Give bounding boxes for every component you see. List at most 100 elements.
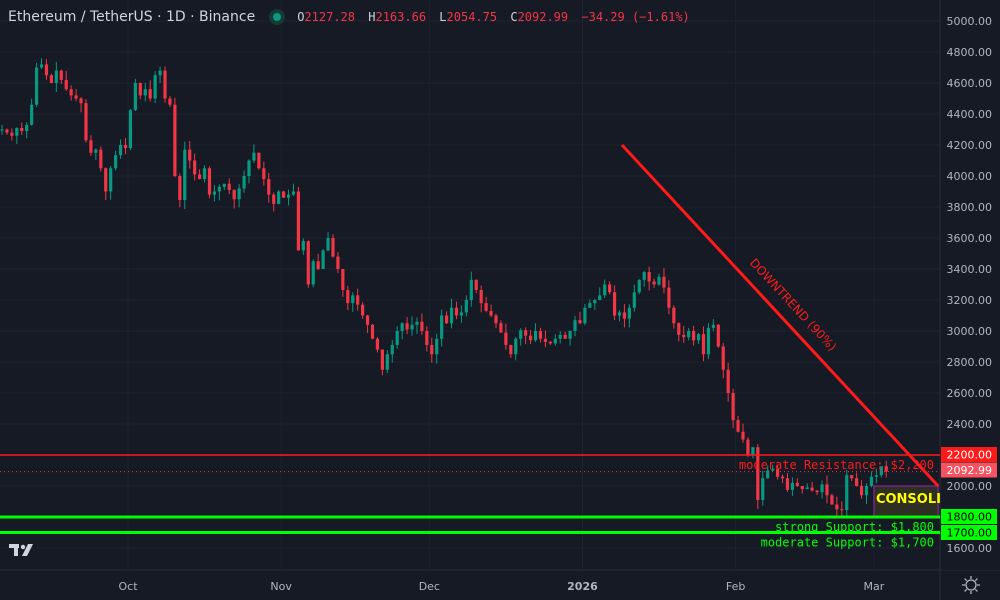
candle [652,278,656,288]
candle-body [617,312,622,316]
candle-body [543,338,547,342]
candle-body [89,140,93,153]
candle-body [563,334,567,339]
candle [810,481,814,492]
candle-body [588,303,592,308]
low-value: 2054.75 [446,10,498,24]
candle [30,98,34,126]
candle-body [74,95,78,99]
candle [608,281,612,295]
candle-body [198,174,202,180]
candle-body [410,324,414,330]
candle [5,128,9,135]
candle [859,480,864,499]
candle [879,466,883,478]
candle [563,331,567,340]
level-label: strong Support: $1,800 [775,520,934,534]
candle [252,144,256,163]
candle-body [573,320,577,331]
candle-body [682,334,686,338]
candle-body [884,466,888,472]
candle [598,287,602,301]
candle-body [227,183,231,190]
candle [10,128,14,141]
candle-body [756,447,760,500]
candle-body [761,478,765,500]
candle [716,323,720,348]
candle-body [825,484,829,496]
candle-body [533,331,538,341]
candle-body [94,149,98,153]
candle-body [202,168,207,180]
candle-body [632,292,636,308]
candle [558,331,562,344]
candle-body [10,132,14,136]
candle-body [153,75,157,99]
candle [69,85,73,101]
candle-body [242,176,246,189]
candle-body [627,307,631,319]
open-value: 2127.28 [304,10,355,24]
candle [855,472,859,487]
candle-body [766,470,770,479]
candle-body [212,191,217,195]
symbol-title[interactable]: Ethereum / TetherUS · 1D · Binance [8,9,256,25]
candle [390,339,394,363]
candle [845,469,849,519]
candle-body [316,261,320,269]
candle-body [652,281,656,285]
candle-body [277,191,281,204]
candle [237,184,241,208]
candle-body [365,315,370,325]
candle [657,273,661,286]
candle-body [257,152,261,169]
candle-body [79,98,83,104]
candle [543,330,547,348]
candle-body [361,304,365,316]
chart-header: Ethereum / TetherUS · 1D · Binance O2127… [8,6,696,28]
candle-body [642,272,646,280]
candle [346,285,350,310]
candle [425,326,429,352]
time-tick-label: 2026 [567,580,598,593]
candle-body [222,183,226,187]
candle [662,268,666,294]
candle-body [687,331,691,338]
candle-body [716,324,720,347]
candle [780,474,785,484]
price-tick-label: 4800.00 [947,46,993,59]
candle [593,298,597,310]
candle [726,362,730,402]
candle [494,313,498,329]
candle-body [252,152,256,161]
time-tick-label: Oct [118,580,138,593]
candle [217,184,221,201]
tradingview-logo-icon[interactable] [8,540,38,560]
candle [553,334,557,346]
candle-body [445,315,449,324]
candle-body [173,104,177,176]
candle-body [484,303,488,311]
price-axis-badge-label: 1700.00 [947,527,993,540]
ohlc-legend: O2127.28 H2163.66 L2054.75 C2092.99 −34.… [297,10,696,24]
candle [415,317,419,334]
candle [94,148,98,160]
price-tick-label: 3000.00 [947,325,993,338]
candle [524,327,528,345]
candle [123,137,128,155]
candle [277,189,281,205]
candle [864,483,869,505]
candle [869,471,874,488]
candle [380,349,384,376]
candle [326,232,330,252]
candle [316,253,320,271]
candle-body [267,179,271,195]
candle [672,305,676,329]
settings-gear-icon[interactable] [962,576,980,594]
candle [242,170,246,193]
candle-body [306,241,310,285]
candle-body [356,295,360,305]
candle [449,298,454,329]
level-label: moderate Support: $1,700 [761,536,934,550]
